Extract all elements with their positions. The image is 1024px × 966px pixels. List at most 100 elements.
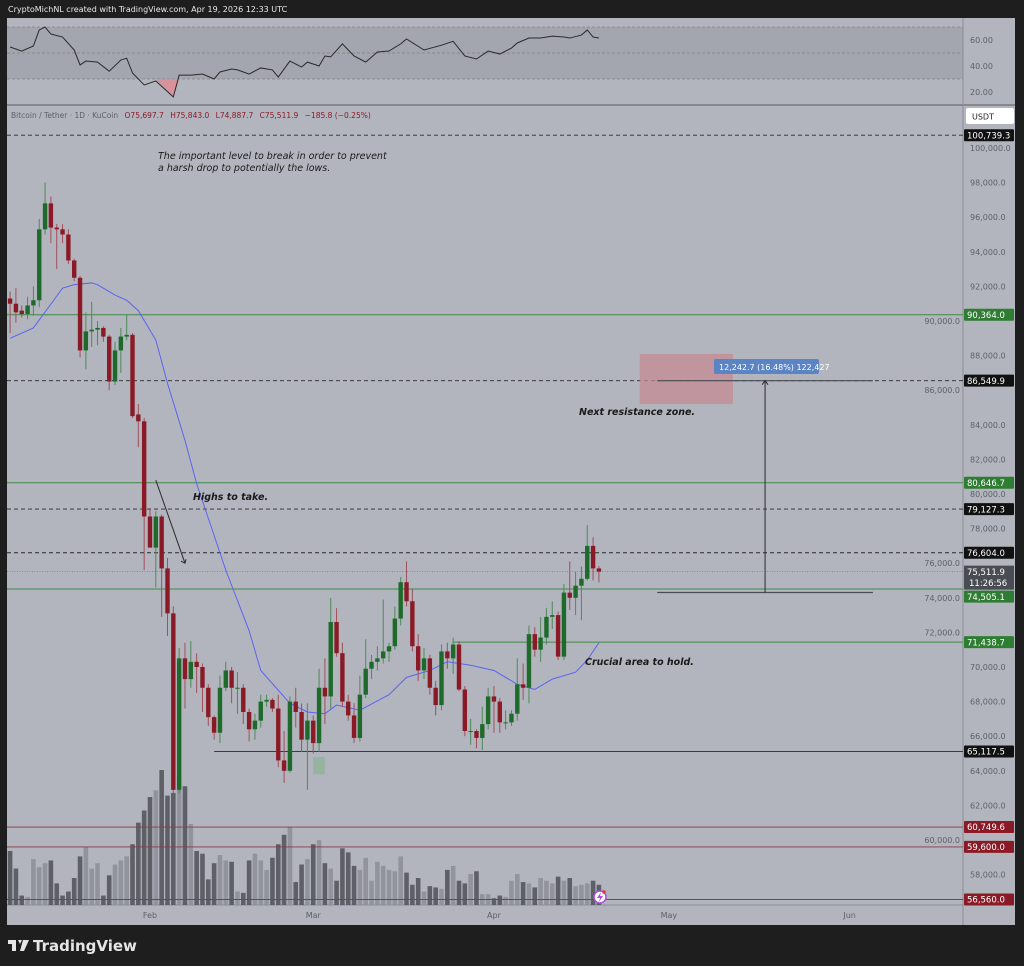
candle-body — [264, 699, 269, 702]
candle-body — [83, 331, 89, 351]
volume-bar — [363, 857, 369, 905]
candle-body — [398, 582, 403, 619]
candle-body — [375, 658, 380, 662]
candle-body — [322, 687, 328, 697]
candle-body — [217, 687, 223, 733]
volume-bar — [590, 880, 596, 905]
volume-bar — [491, 898, 497, 905]
candle-body — [25, 305, 30, 315]
candle-body — [526, 634, 532, 688]
measure-label[interactable]: 12,242.7 (16.48%) 122,427 — [714, 359, 830, 374]
level-price-tag — [964, 821, 1014, 834]
candle-body — [450, 644, 456, 659]
candle-body — [311, 720, 316, 744]
volume-bar — [112, 864, 118, 905]
candle-body — [246, 711, 252, 730]
candle-body — [194, 661, 199, 667]
time-tick-label: May — [661, 911, 678, 920]
volume-bar — [42, 863, 48, 905]
volume-bar — [520, 882, 526, 905]
volume-bar — [316, 840, 322, 905]
volume-bar — [503, 896, 508, 905]
volume-bar — [544, 880, 549, 905]
price-tick-label: 84,000.0 — [970, 421, 1006, 430]
candle-body — [520, 684, 526, 688]
volume-bar — [159, 770, 164, 905]
candle-body — [270, 699, 275, 709]
volume-bar — [83, 846, 89, 905]
tradingview-logo[interactable]: TradingView — [8, 937, 137, 955]
last-price-label: 75,511.9 — [967, 568, 1005, 578]
candle-body — [287, 701, 293, 771]
volume-bar — [217, 855, 223, 905]
annotation-resistance[interactable]: Next resistance zone. — [579, 407, 695, 418]
candle-body — [480, 724, 485, 738]
volume-bar — [54, 883, 60, 905]
annotation-highs[interactable]: Highs to take. — [193, 492, 268, 503]
level-price-tag — [964, 503, 1014, 516]
time-axis[interactable]: Feb Mar Apr May Jun — [143, 911, 856, 920]
candle-body — [37, 229, 42, 301]
price-axis[interactable]: 100,000.0 98,000.0 96,000.0 94,000.0 92,000.… — [924, 144, 1010, 880]
volume-bar — [328, 868, 334, 905]
candle-body — [7, 298, 13, 304]
candle-body — [346, 701, 351, 716]
candle-body — [421, 658, 427, 671]
close-value: C75,511.9 — [260, 111, 299, 120]
volume-bar — [246, 860, 252, 905]
candle-body — [369, 661, 374, 669]
candle-body — [124, 334, 129, 337]
candle-body — [19, 310, 24, 315]
rsi-tick-label: 40.00 — [970, 62, 993, 71]
annotation-crucial[interactable]: Crucial area to hold. — [585, 657, 694, 668]
lightning-icon[interactable] — [593, 890, 607, 904]
volume-bar — [357, 869, 363, 905]
candle-body — [188, 661, 194, 680]
candle-body — [462, 689, 468, 732]
volume-bar — [532, 887, 538, 905]
candle-body — [281, 760, 287, 771]
rsi-pane[interactable]: 60.00 40.00 20.00 — [7, 26, 993, 98]
annotation-important-level-line2[interactable]: a harsh drop to potentially the lows. — [158, 163, 330, 174]
level-price-label: 56,560.0 — [967, 896, 1005, 906]
candle-body — [171, 613, 176, 790]
volume-bar — [60, 895, 65, 905]
volume-bar — [118, 860, 124, 905]
chart-title: CryptoMichNL created with TradingView.co… — [8, 5, 288, 14]
candle-body — [89, 329, 94, 332]
price-tick-label: 74,000.0 — [924, 594, 960, 603]
volume-bar — [584, 883, 590, 905]
currency-button[interactable]: USDT — [966, 108, 1014, 124]
candle-body — [497, 701, 502, 723]
volume-bar — [579, 884, 584, 905]
level-price-tag — [964, 374, 1014, 387]
symbol-label[interactable]: Bitcoin / Tether · 1D · KuCoin — [11, 111, 118, 120]
level-price-tag — [964, 745, 1014, 758]
candle-body — [363, 668, 368, 695]
drawings[interactable] — [155, 379, 873, 594]
time-tick-label: Mar — [306, 911, 322, 920]
candle-body — [334, 622, 339, 654]
candle-body — [13, 303, 19, 313]
level-price-tag — [964, 840, 1014, 853]
volume-bars — [7, 770, 602, 905]
annotation-important-level-line1[interactable]: The important level to break in order to… — [158, 151, 388, 162]
volume-bar — [200, 853, 205, 905]
volume-bar — [386, 869, 392, 905]
volume-bar — [497, 895, 503, 905]
time-tick-label: Jun — [842, 911, 856, 920]
change-value: −185.8 (−0.25%) — [305, 111, 371, 120]
level-price-tag — [964, 476, 1014, 489]
volume-bar — [71, 878, 77, 905]
volume-bar — [310, 844, 316, 905]
volume-bar — [235, 891, 240, 905]
marker-box[interactable] — [313, 756, 325, 775]
trend-arrow-line[interactable] — [155, 479, 186, 564]
candle-body — [153, 516, 159, 548]
candle-body — [596, 568, 602, 572]
horizontal-levels[interactable] — [7, 134, 963, 900]
candle-body — [147, 516, 153, 548]
volume-bar — [31, 859, 36, 905]
volume-bar — [7, 851, 13, 905]
